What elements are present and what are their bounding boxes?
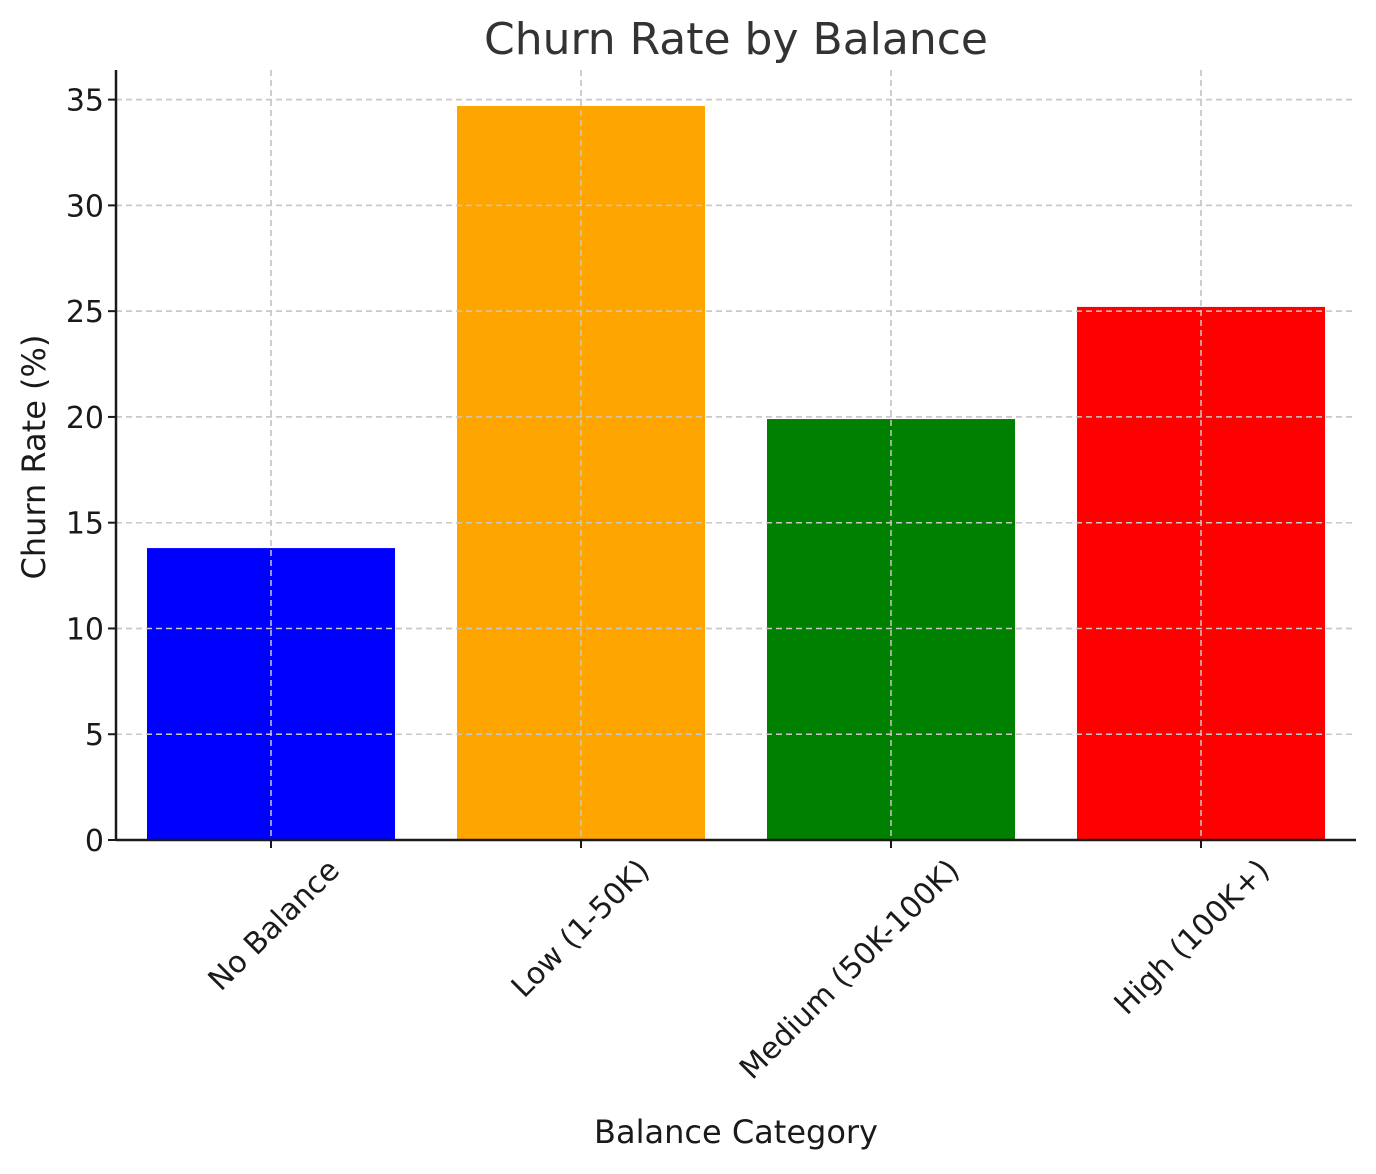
chart-title: Churn Rate by Balance — [484, 14, 988, 65]
x-axis-label: Balance Category — [594, 1113, 878, 1151]
y-axis-label: Churn Rate (%) — [15, 335, 53, 580]
bars — [116, 70, 1356, 841]
x-tick-label: Medium (50K-100K) — [733, 853, 967, 1087]
x-tick-label: Low (1-50K) — [505, 853, 657, 1005]
x-tick-label: No Balance — [202, 853, 347, 998]
y-tick-label: 20 — [66, 401, 104, 436]
y-tick-label: 10 — [66, 612, 104, 647]
x-tick-label: High (100K+) — [1108, 853, 1277, 1022]
x-ticks: No Balance Low (1-50K) Medium (50K-100K) Hi… — [202, 840, 1277, 1087]
y-tick-label: 35 — [66, 84, 104, 119]
y-ticks: 0 5 10 15 20 25 30 35 — [66, 84, 116, 859]
bar — [767, 419, 1015, 840]
axes — [114, 70, 1356, 842]
y-tick-label: 15 — [66, 507, 104, 542]
y-tick-label: 5 — [85, 718, 104, 753]
y-tick-label: 25 — [66, 295, 104, 330]
y-tick-label: 0 — [85, 824, 104, 859]
y-tick-label: 30 — [66, 189, 104, 224]
